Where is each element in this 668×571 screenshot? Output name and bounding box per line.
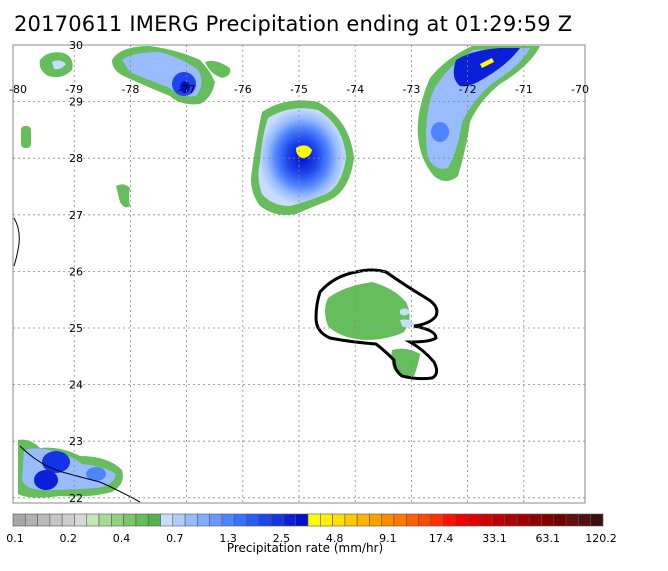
longitude-tick-label: -77 — [178, 83, 196, 96]
colorbar-swatch — [516, 513, 530, 527]
map-title: 20170611 IMERG Precipitation ending at 0… — [14, 12, 573, 36]
colorbar-swatch — [528, 513, 542, 527]
colorbar-swatch — [332, 513, 346, 527]
colorbar-swatch — [246, 513, 260, 527]
longitude-tick-label: -73 — [402, 83, 420, 96]
latitude-tick-label: 30 — [69, 39, 83, 52]
colorbar-tick-label: 0.7 — [166, 532, 184, 545]
latitude-tick-label: 27 — [69, 209, 83, 222]
colorbar-swatch — [270, 513, 284, 527]
colorbar-swatch — [553, 513, 567, 527]
latitude-tick-label: 24 — [69, 379, 83, 392]
colorbar-swatch — [455, 513, 469, 527]
latitude-tick-label: 29 — [69, 96, 83, 109]
colorbar-swatch — [283, 513, 297, 527]
longitude-tick-label: -79 — [65, 83, 83, 96]
colorbar-swatch — [381, 513, 395, 527]
colorbar-swatch — [307, 513, 321, 527]
colorbar-swatch — [578, 513, 592, 527]
colorbar-tick-label: 33.1 — [482, 532, 507, 545]
colorbar-tick-label: 0.4 — [113, 532, 131, 545]
colorbar-swatch — [123, 513, 137, 527]
colorbar-swatch — [442, 513, 456, 527]
coastline-outlines — [13, 217, 439, 503]
latitude-tick-label: 28 — [69, 152, 83, 165]
colorbar-swatch — [492, 513, 505, 527]
colorbar-swatch — [98, 513, 112, 527]
longitude-tick-label: -78 — [121, 83, 139, 96]
colorbar-tick-label: 0.2 — [60, 532, 78, 545]
colorbar-swatch — [479, 513, 493, 527]
colorbar-swatch — [12, 513, 26, 527]
colorbar-ticks: 0.1 0.2 0.4 0.7 1.3 2.5 4.8 9.1 17.4 33.1 63.1 120.… — [6, 532, 617, 545]
colorbar-swatch — [61, 513, 75, 527]
colorbar-label: Precipitation rate (mm/hr) — [226, 541, 384, 555]
longitude-tick-label: -71 — [515, 83, 533, 96]
colorbar-swatch — [49, 513, 63, 527]
longitude-tick-label: -76 — [234, 83, 252, 96]
longitude-tick-label: -74 — [346, 83, 364, 96]
longitude-tick-label: -75 — [290, 83, 308, 96]
colorbar-swatch — [233, 513, 247, 527]
latitude-tick-label: 26 — [69, 265, 83, 278]
colorbar-swatch — [344, 513, 358, 527]
lat-lon-grid — [13, 45, 585, 503]
colorbar-swatch — [111, 513, 124, 527]
colorbar-swatch — [295, 513, 309, 527]
colorbar-swatch — [160, 513, 174, 527]
latitude-tick-label: 23 — [69, 435, 83, 448]
colorbar-swatch — [37, 513, 51, 527]
colorbar-tick-label: 4.8 — [326, 532, 344, 545]
colorbar-tick-label: 1.3 — [219, 532, 237, 545]
colorbar-swatch — [356, 513, 370, 527]
colorbar-swatch — [258, 513, 272, 527]
colorbar-swatch — [86, 513, 100, 527]
colorbar-swatch — [135, 513, 149, 527]
colorbar-swatch — [430, 513, 444, 527]
colorbar-swatch — [221, 513, 235, 527]
colorbar-tick-label: 63.1 — [535, 532, 560, 545]
colorbar-swatch — [319, 513, 333, 527]
longitude-tick-label: -80 — [9, 83, 27, 96]
colorbar-tick-label: 9.1 — [379, 532, 397, 545]
colorbar-swatch — [184, 513, 198, 527]
latitude-tick-label: 25 — [69, 322, 83, 335]
colorbar-swatch — [504, 513, 518, 527]
longitude-tick-label: -70 — [571, 83, 589, 96]
colorbar — [12, 513, 604, 527]
colorbar-swatch — [418, 513, 432, 527]
precipitation-field — [18, 46, 540, 498]
colorbar-swatch — [147, 513, 161, 527]
colorbar-swatch — [590, 513, 604, 527]
longitude-tick-label: -72 — [459, 83, 477, 96]
colorbar-swatch — [541, 513, 555, 527]
colorbar-swatch — [209, 513, 223, 527]
colorbar-swatch — [369, 513, 383, 527]
colorbar-tick-label: 120.2 — [585, 532, 617, 545]
colorbar-swatch — [406, 513, 419, 527]
colorbar-swatch — [24, 513, 38, 527]
colorbar-swatch — [467, 513, 481, 527]
colorbar-tick-label: 0.1 — [6, 532, 24, 545]
colorbar-swatch — [74, 513, 88, 527]
latitude-tick-label: 22 — [69, 492, 83, 505]
colorbar-swatch — [172, 513, 186, 527]
colorbar-swatch — [197, 513, 210, 527]
colorbar-tick-label: 2.5 — [273, 532, 291, 545]
colorbar-tick-label: 17.4 — [429, 532, 454, 545]
colorbar-swatch — [393, 513, 407, 527]
colorbar-swatch — [565, 513, 579, 527]
map-frame — [12, 44, 586, 504]
longitude-labels: -80 -79 -78 -77 -76 -75 -74 -73 -72 -71 -70 — [9, 83, 589, 96]
latitude-labels: 30 29 28 27 26 25 24 23 22 — [69, 39, 83, 505]
